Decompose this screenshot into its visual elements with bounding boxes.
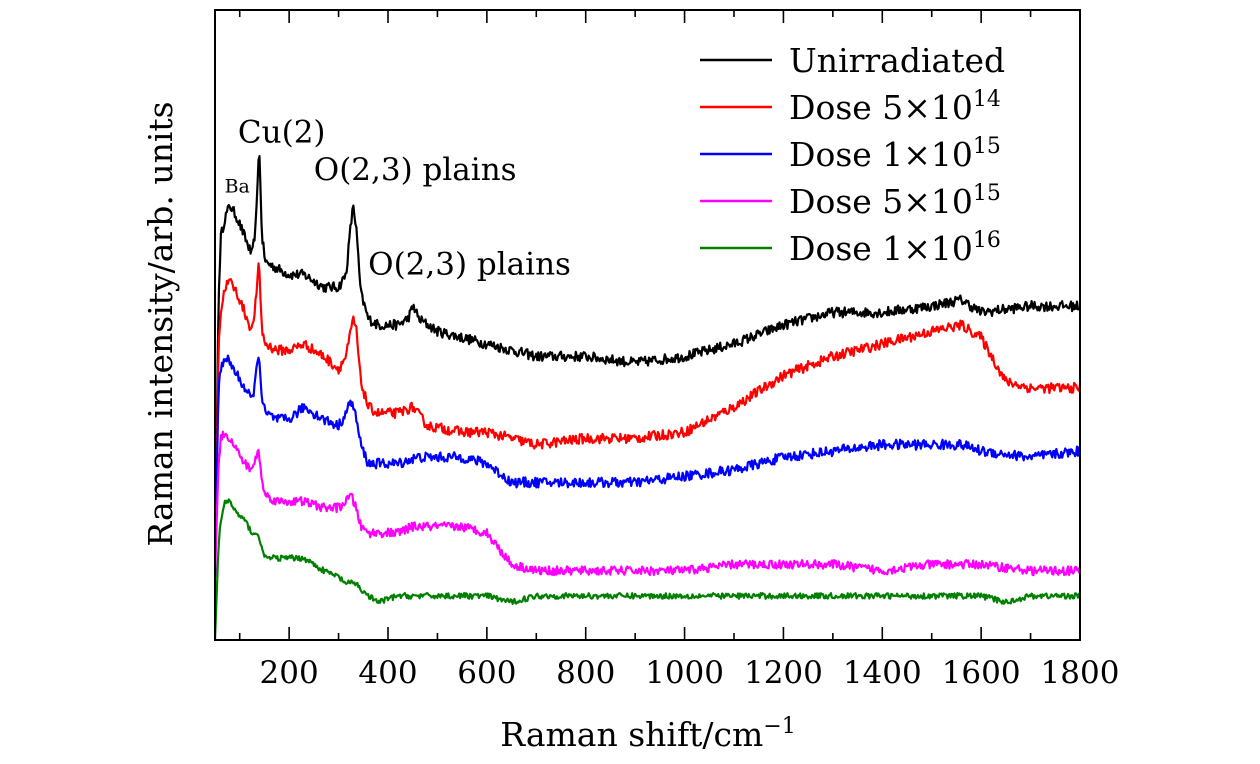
series-line-4 [215,498,1080,640]
series-line-0 [215,155,1080,578]
legend-label: Dose 1×1016 [789,228,1001,268]
x-tick-label: 1600 [942,655,1021,691]
x-tick-label: 1000 [645,655,724,691]
peak-annotation: Ba [225,176,250,198]
x-tick-label: 600 [457,655,516,691]
x-tick-label: 1800 [1041,655,1120,691]
plot-frame [214,9,1081,641]
x-axis-title: Raman shift/cm−1 [500,714,796,754]
legend-label: Dose 1×1015 [789,134,1001,174]
x-tick-label: 200 [260,655,319,691]
plot-area [214,9,1081,641]
x-axis-title-superscript: −1 [763,714,795,739]
x-tick-label: 1200 [744,655,823,691]
x-tick-label: 800 [556,655,615,691]
y-axis-title: Raman intensity/arb. units [141,101,180,546]
legend-label: Dose 5×1015 [789,181,1001,221]
legend-label: Dose 5×1014 [789,87,1001,127]
series-line-2 [215,354,1080,578]
series-line-3 [215,430,1080,578]
x-tick-label: 400 [358,655,417,691]
peak-annotation: O(2,3) plains [368,247,571,283]
series-line-1 [215,262,1080,578]
peak-annotation: O(2,3) plains [314,152,517,188]
peak-annotation: Cu(2) [238,114,326,150]
x-axis-ticks: 200 400 600 800 1000 1200 1400 1600 1800 [238,10,1120,691]
legend-label: Unirradiated [789,41,1005,80]
legend: Unirradiated Dose 5×1014 Dose 1×1015 Dose 5… [700,41,1005,268]
x-tick-label: 1400 [843,655,922,691]
